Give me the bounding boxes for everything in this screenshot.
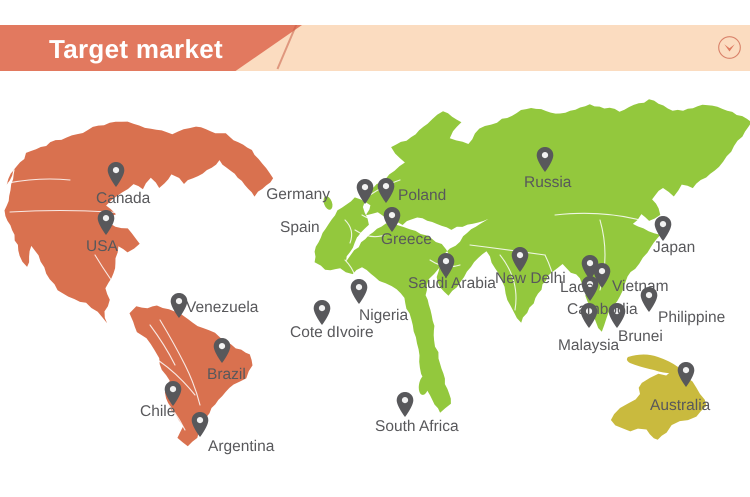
svg-text:Canada: Canada (96, 190, 151, 207)
svg-text:Vietnam: Vietnam (612, 278, 669, 295)
svg-text:Brunei: Brunei (618, 328, 663, 345)
svg-text:Malaysia: Malaysia (558, 337, 620, 354)
svg-text:South Africa: South Africa (375, 418, 459, 435)
svg-text:Cambodia: Cambodia (567, 301, 638, 318)
svg-text:Laos: Laos (560, 279, 594, 296)
svg-text:Philippine: Philippine (658, 309, 725, 326)
svg-text:Cote dIvoire: Cote dIvoire (290, 324, 374, 341)
svg-text:Venezuela: Venezuela (186, 299, 259, 316)
svg-text:Japan: Japan (653, 239, 695, 256)
svg-text:Saudi Arabia: Saudi Arabia (408, 275, 496, 292)
svg-text:Germany: Germany (266, 186, 330, 203)
svg-text:Russia: Russia (524, 174, 572, 191)
svg-text:USA: USA (86, 238, 119, 255)
svg-text:New Delhi: New Delhi (495, 270, 566, 287)
svg-text:Nigeria: Nigeria (359, 307, 408, 324)
svg-text:Chile: Chile (140, 403, 175, 420)
svg-text:Brazil: Brazil (207, 366, 246, 383)
svg-text:Argentina: Argentina (208, 438, 275, 455)
svg-text:Spain: Spain (280, 219, 320, 236)
svg-text:Greece: Greece (381, 231, 432, 248)
svg-text:Poland: Poland (398, 187, 446, 204)
svg-text:Australia: Australia (650, 397, 711, 414)
